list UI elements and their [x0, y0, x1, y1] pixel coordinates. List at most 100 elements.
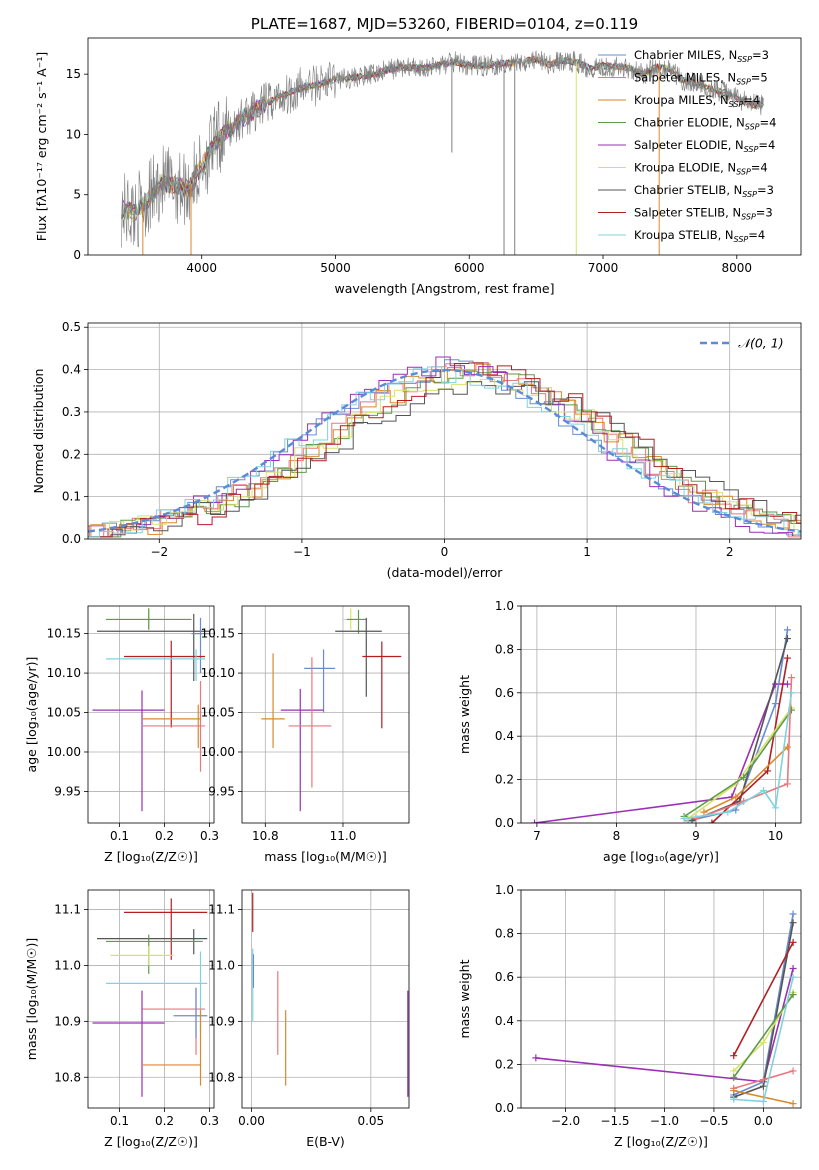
legend-label-suffix: =4: [751, 161, 768, 175]
y-tick-label: 0.6: [495, 686, 514, 700]
legend-label: Chabrier STELIB, NSSP=3: [634, 183, 774, 199]
legend-label-text: Chabrier STELIB, N: [634, 183, 742, 197]
legend-label-text: Salpeter MILES, N: [634, 71, 736, 85]
y-tick-label: 10: [66, 127, 81, 141]
legend-label-subscript: SSP: [744, 145, 759, 154]
y-tick-label: 10.00: [47, 745, 81, 759]
y-tick-label: 0.0: [62, 532, 81, 546]
legend-label: Kroupa STELIB, NSSP=4: [634, 228, 765, 244]
y-tick-label: 10.8: [54, 1070, 81, 1084]
y-tick-label: 11.0: [54, 958, 81, 972]
legend-label-text: Salpeter ELODIE, N: [634, 138, 744, 152]
legend-label-text: Chabrier ELODIE, N: [634, 116, 745, 130]
plot-frame: [520, 605, 802, 824]
mass-vs-EBV-panel: 0.00 0.05 10.8 10.9 11.0 11.1 E(B-V): [208, 889, 410, 1149]
legend-label-suffix: =4: [758, 138, 775, 152]
y-tick-label: 0.2: [495, 773, 514, 787]
x-axis-label: Z [log₁₀(Z/Z☉)]: [614, 1134, 708, 1149]
age-vs-mass-panel: 10.8 11.0 9.95 10.00 10.05 10.10 10.15 mass [lo…: [201, 605, 410, 864]
weight-marker: [783, 626, 791, 634]
y-axis-label: mass weight: [457, 959, 472, 1038]
x-tick-label: 0.1: [110, 829, 129, 843]
legend-label: Kroupa MILES, NSSP=4: [634, 93, 760, 109]
x-tick-label: 0: [441, 545, 449, 559]
weight-marker: [789, 919, 797, 927]
weight-marker: [789, 938, 797, 946]
x-axis-label: E(B-V): [306, 1134, 345, 1149]
y-tick-label: 10.00: [201, 745, 235, 759]
y-tick-label: 1.0: [495, 883, 514, 897]
x-tick-label: 0.3: [200, 1114, 219, 1128]
weight-vs-Z-panel: −2.0 −1.5 −1.0 −0.5 0.0 0.0 0.2 0.4 0.6 0.8 1.0 Z […: [457, 883, 802, 1149]
x-tick-label: 0.2: [155, 1114, 174, 1128]
x-tick-label: 0.2: [155, 829, 174, 843]
legend-label: Salpeter ELODIE, NSSP=4: [634, 138, 775, 154]
weight-marker: [789, 964, 797, 972]
legend-label-suffix: =4: [760, 116, 777, 130]
y-tick-label: 1.0: [495, 599, 514, 613]
y-tick-label: 9.95: [208, 784, 235, 798]
y-tick-label: 10.10: [201, 666, 235, 680]
legend-label-subscript: SSP: [745, 123, 760, 132]
weight-marker: [789, 1067, 797, 1075]
weight-marker: [787, 689, 795, 697]
weight-marker: [724, 808, 732, 816]
x-tick-label: 7000: [588, 261, 619, 275]
y-tick-label: 0.0: [495, 816, 514, 830]
plot-frame: [520, 889, 802, 1109]
y-tick-label: 11.0: [208, 958, 235, 972]
histogram-step: [88, 362, 801, 538]
x-axis-label: Z [log₁₀(Z/Z☉)]: [104, 1134, 198, 1149]
x-tick-label: 6000: [454, 261, 485, 275]
x-axis-label: Z [log₁₀(Z/Z☉)]: [104, 849, 198, 864]
plot-frame: [87, 37, 802, 256]
legend-label: Salpeter MILES, NSSP=5: [634, 71, 768, 87]
y-tick-label: 0.4: [62, 363, 81, 377]
weight-lines: [532, 910, 797, 1108]
age-vs-Z-panel: 0.1 0.2 0.3 9.95 10.00 10.05 10.10 10.15 Z [log₁…: [24, 605, 219, 864]
weight-line: [534, 683, 788, 823]
x-tick-label: 2: [726, 545, 734, 559]
legend-label-suffix: =3: [752, 48, 769, 62]
legend-label-subscript: SSP: [742, 190, 757, 199]
errorbars: [92, 898, 208, 1097]
legend-label-subscript: SSP: [741, 213, 756, 222]
y-tick-label: 0.2: [62, 447, 81, 461]
weight-marker: [688, 817, 696, 823]
x-tick-label: 8000: [722, 261, 753, 275]
y-tick-label: 0.8: [495, 927, 514, 941]
residuals-panel: −2 −1 0 1 2 0.0 0.1 0.2 0.3 0.4 0.5 (data-model)/er…: [31, 320, 802, 580]
weight-line: [733, 1089, 794, 1105]
weight-marker: [730, 1095, 738, 1103]
weight-marker: [789, 973, 797, 981]
y-tick-label: 5: [73, 188, 81, 202]
x-axis-label: wavelength [Angstrom, rest frame]: [334, 281, 554, 296]
weight-line: [733, 994, 794, 1078]
weight-marker: [531, 819, 539, 823]
y-tick-label: 10.10: [47, 666, 81, 680]
legend-label-suffix: =4: [743, 93, 760, 107]
y-tick-label: 10.15: [201, 627, 235, 641]
y-tick-label: 10.8: [208, 1070, 235, 1084]
x-tick-label: −0.5: [699, 1114, 728, 1128]
x-tick-label: −2.0: [551, 1114, 580, 1128]
chart-title: PLATE=1687, MJD=53260, FIBERID=0104, z=0…: [251, 15, 638, 33]
y-axis-label: Normed distribution: [31, 369, 46, 494]
legend-label-subscript: SSP: [736, 168, 751, 177]
legend-label-suffix: =5: [751, 71, 768, 85]
weight-marker: [759, 1082, 767, 1090]
spectrum-lines: [121, 50, 764, 255]
weight-marker: [764, 767, 772, 775]
y-tick-label: 10.15: [47, 627, 81, 641]
x-tick-label: 9: [692, 829, 700, 843]
y-axis-label: mass [log₁₀(M/M☉)]: [24, 938, 39, 1060]
legend-label-text: Salpeter STELIB, N: [634, 206, 741, 220]
x-tick-label: 5000: [320, 261, 351, 275]
histograms: [88, 356, 801, 538]
x-tick-label: 0.00: [238, 1114, 265, 1128]
legend-label-subscript: SSP: [734, 235, 749, 244]
legend-label: Salpeter STELIB, NSSP=3: [634, 206, 773, 222]
weight-marker: [783, 635, 791, 643]
